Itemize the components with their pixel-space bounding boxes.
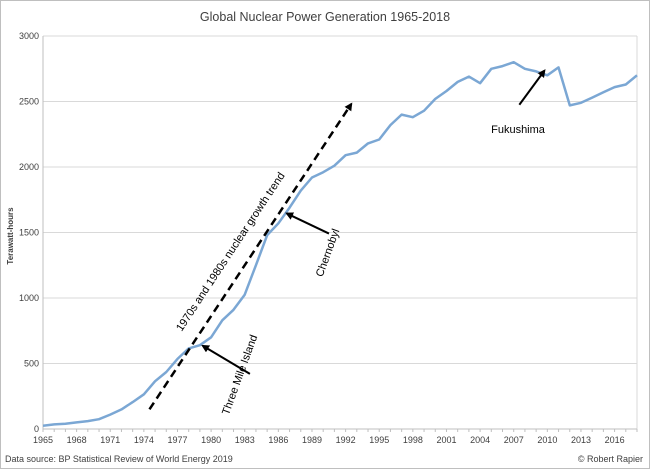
chart-title: Global Nuclear Power Generation 1965-201… [200,10,450,24]
annotation-arrow [201,344,251,375]
annotation-label: Fukushima [491,124,546,136]
x-tick-label: 1998 [403,435,423,445]
trend-line-label: 1970s and 1980s nuclear growth trend [174,170,288,333]
y-tick-label: 0 [34,424,39,434]
x-tick-label: 1965 [33,435,53,445]
x-tick-label: 1968 [67,435,87,445]
x-tick-label: 1974 [134,435,154,445]
x-tick-label: 2001 [436,435,456,445]
series-line [42,60,638,427]
y-tick-label: 1000 [19,293,39,303]
x-tick-label: 1980 [201,435,221,445]
annotations-layer: 1970s and 1980s nuclear growth trendThre… [148,69,546,417]
grid-lines [43,35,637,364]
x-tick-label: 1992 [336,435,356,445]
annotation-label: Chernobyl [314,227,342,278]
series-layer [42,60,638,427]
x-tick-label: 1983 [235,435,255,445]
x-tick-label: 1986 [268,435,288,445]
annotation-arrow [518,69,546,106]
y-tick-label: 3000 [19,31,39,41]
y-axis-label: Terawatt-hours [6,207,15,265]
x-tick-label: 1971 [100,435,120,445]
x-tick-label: 1977 [167,435,187,445]
x-tick-label: 1989 [302,435,322,445]
x-tick-label: 2004 [470,435,490,445]
x-tick-label: 2010 [537,435,557,445]
x-tick-label: 2007 [504,435,524,445]
y-tick-label: 500 [24,359,39,369]
data-source: Data source: BP Statistical Review of Wo… [5,454,233,464]
trend-line [148,102,353,411]
author-credit: © Robert Rapier [578,454,643,464]
y-tick-label: 2000 [19,162,39,172]
y-tick-label: 2500 [19,97,39,107]
axes: 0 500 1000 1500 2000 2500 3000 1965 1968 1971 1974… [19,31,638,445]
annotation-label: Three Mile Island [220,333,260,416]
annotation-arrow [285,212,330,235]
x-tick-label: 2016 [605,435,625,445]
y-tick-label: 1500 [19,228,39,238]
x-tick-label: 2013 [571,435,591,445]
x-tick-label: 1995 [369,435,389,445]
